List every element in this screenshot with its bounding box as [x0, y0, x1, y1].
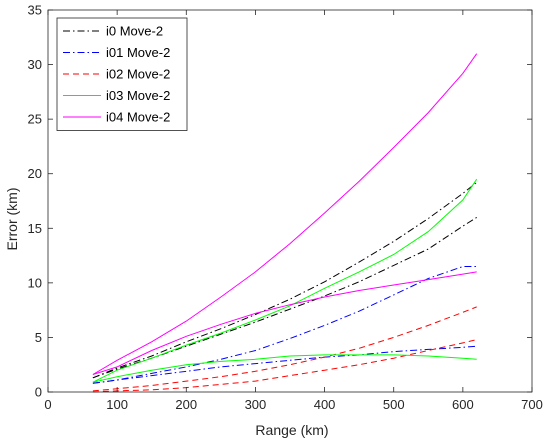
- y-tick-label: 5: [35, 330, 42, 345]
- axes-group: 0 100 200 300 400 500 600 700 0 5 10 15 20 25 30 35: [28, 3, 543, 413]
- y-tick-label: 25: [28, 112, 42, 127]
- legend-label-3: i03 Move-2: [106, 88, 170, 103]
- series-line-3-curve-0: [92, 178, 478, 383]
- x-tick-label: 100: [106, 397, 128, 412]
- series-line-4-curve-0: [92, 53, 478, 375]
- legend: i0 Move-2 i01 Move-2 i02 Move-2 i03 Move-2 i…: [56, 17, 188, 131]
- x-tick-label: 400: [314, 397, 336, 412]
- x-tick-label: 500: [383, 397, 405, 412]
- x-tick-label: 300: [245, 397, 267, 412]
- series-line-1-curve-0: [92, 266, 477, 384]
- series-line-3-curve-1: [92, 354, 477, 383]
- y-tick-label: 20: [28, 166, 42, 181]
- series-line-0-curve-0: [92, 182, 478, 379]
- x-tick-label: 700: [521, 397, 543, 412]
- x-axis-title: Range (km): [255, 422, 328, 438]
- x-tick-label: 0: [44, 397, 51, 412]
- x-tick-label: 600: [452, 397, 474, 412]
- legend-label-4: i04 Move-2: [106, 110, 170, 125]
- y-tick-label: 15: [28, 221, 42, 236]
- series-line-4-curve-1: [92, 271, 477, 375]
- legend-label-2: i02 Move-2: [106, 67, 170, 82]
- axes-box: [47, 9, 533, 393]
- curves-group: [92, 53, 478, 393]
- x-tick-label: 200: [175, 397, 197, 412]
- y-tick-label: 0: [35, 385, 42, 400]
- legend-label-0: i0 Move-2: [106, 24, 163, 39]
- series-line-2-curve-0: [92, 306, 477, 392]
- legend-label-1: i01 Move-2: [106, 45, 170, 60]
- y-tick-label: 35: [28, 3, 42, 18]
- series-line-1-curve-1: [92, 345, 477, 384]
- y-axis-title: Error (km): [4, 188, 20, 251]
- y-tick-label: 30: [28, 57, 42, 72]
- y-tick-label: 10: [28, 275, 42, 290]
